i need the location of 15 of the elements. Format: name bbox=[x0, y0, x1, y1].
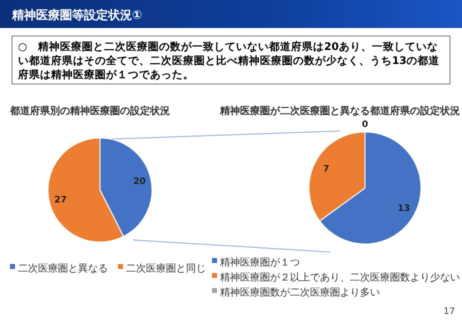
text: ○ 精神医療圏と二次医療圏の数が一致していない都道府県は20あり、一致していない都道府県はその全てで、二次医療圏と比べ精神医療圏の数が少なく、うち13の都道府県は精神医療圏が１つであった。 bbox=[17, 40, 441, 81]
text: 精神医療圏等設定状況① bbox=[11, 8, 142, 22]
text: 0 bbox=[362, 120, 368, 130]
data-label: 13 bbox=[398, 204, 410, 214]
legend-label: 精神医療圏が１つ bbox=[220, 256, 300, 268]
data-label: 7 bbox=[322, 164, 330, 174]
legend-label: 精神医療圏が２以上であり、二次医療圏数より少ない bbox=[220, 272, 460, 284]
legend-label: 二次医療圏と同じ bbox=[126, 262, 206, 274]
data-label: 20 bbox=[133, 176, 146, 187]
data-label: 27 bbox=[54, 196, 67, 206]
chart-title: 都道府県別の精神医療圏の設定状況 bbox=[9, 105, 170, 117]
legend-label: 二次医療圏と異なる bbox=[18, 262, 108, 274]
text: 17 bbox=[444, 307, 455, 317]
legend-label: 精神医療圏数が二次医療圏より多い bbox=[220, 286, 380, 298]
chart-title: 精神医療圏が二次医療圏と異なる都道府県の設定状況 bbox=[219, 105, 460, 117]
